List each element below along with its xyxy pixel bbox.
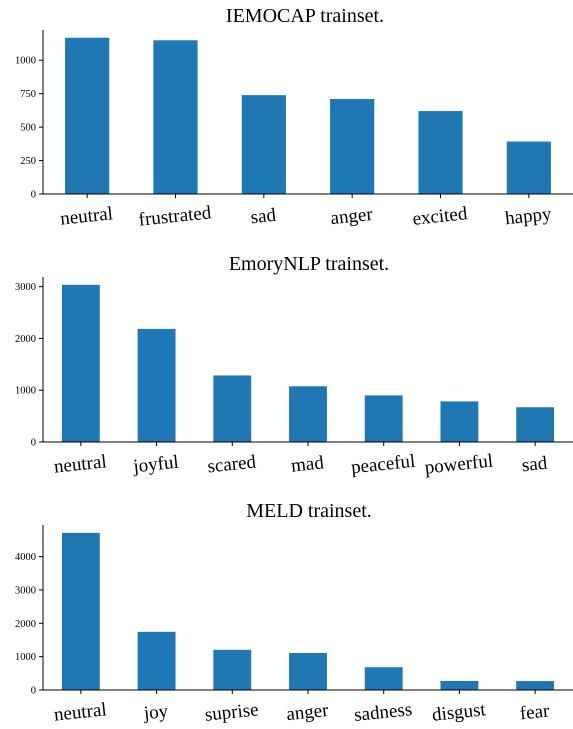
chart-panel-meld: MELD trainset. 0 1000 2000 3000 4000 neutral j… (15, 500, 573, 726)
y-tick-label: 0 (31, 686, 36, 697)
chart-title: IEMOCAP trainset. (226, 5, 384, 27)
y-tick-label: 0 (31, 190, 36, 201)
y-tick-label: 750 (20, 89, 36, 100)
x-tick-label: fear (519, 700, 551, 724)
bar-mad (289, 386, 327, 442)
x-tick-label: anger (330, 204, 375, 229)
y-tick-label: 4000 (15, 552, 36, 563)
bar-excited (418, 111, 463, 194)
x-tick-label: anger (285, 700, 330, 725)
bar-joy (137, 631, 176, 690)
y-tick-label: 2000 (15, 619, 36, 630)
x-tick-label: sad (250, 205, 278, 229)
bar-happy (506, 141, 551, 194)
bar-neutral (61, 284, 100, 442)
y-tick-label: 1000 (15, 56, 36, 67)
y-tick-label: 500 (20, 123, 36, 134)
y-tick-label: 3000 (15, 282, 36, 293)
bar-frustrated (153, 40, 198, 194)
bar-powerful (440, 401, 479, 442)
x-tick-label: frustrated (138, 202, 213, 231)
x-tick-label: suprise (204, 699, 260, 726)
x-tick-label: mad (290, 452, 325, 476)
bar-neutral (65, 37, 110, 195)
bar-disgust (440, 680, 479, 690)
bar-suprise (213, 649, 252, 690)
bar-sadness (364, 667, 403, 690)
bar-scared (213, 375, 252, 442)
x-tick-label: excited (412, 203, 469, 230)
x-tick-label: happy (504, 204, 553, 230)
bar-peaceful (364, 395, 403, 442)
y-tick-label: 2000 (15, 334, 36, 345)
x-tick-label: neutral (53, 699, 108, 725)
chart-title: MELD trainset. (246, 500, 372, 522)
x-tick-label: joyful (131, 452, 179, 478)
y-tick-label: 1000 (15, 386, 36, 397)
y-tick-label: 250 (20, 156, 36, 167)
bar-joyful (137, 328, 176, 442)
bar-neutral (61, 532, 100, 690)
y-tick-label: 1000 (15, 652, 36, 663)
y-tick-label: 0 (31, 438, 36, 449)
x-tick-label: sadness (353, 699, 413, 726)
x-tick-label: peaceful (350, 451, 416, 479)
bar-fear (516, 681, 555, 690)
x-tick-label: scared (206, 452, 257, 478)
x-tick-label: joy (142, 701, 170, 725)
chart-panel-emorynlp: EmoryNLP trainset. 0 1000 2000 3000 neutral j… (15, 253, 573, 479)
bar-anger (330, 99, 375, 194)
y-tick-label: 3000 (15, 585, 36, 596)
x-tick-label: neutral (53, 451, 108, 477)
x-tick-label: powerful (424, 451, 494, 479)
x-tick-label: neutral (59, 203, 114, 229)
chart-panel-iemocap: IEMOCAP trainset. 0 250 500 750 1000 neutral f… (15, 5, 573, 231)
bar-anger (289, 653, 327, 690)
bar-sad (241, 95, 286, 194)
x-tick-label: disgust (431, 699, 487, 726)
chart-title: EmoryNLP trainset. (229, 253, 389, 275)
x-tick-label: sad (521, 453, 549, 477)
bar-sad (516, 407, 555, 442)
